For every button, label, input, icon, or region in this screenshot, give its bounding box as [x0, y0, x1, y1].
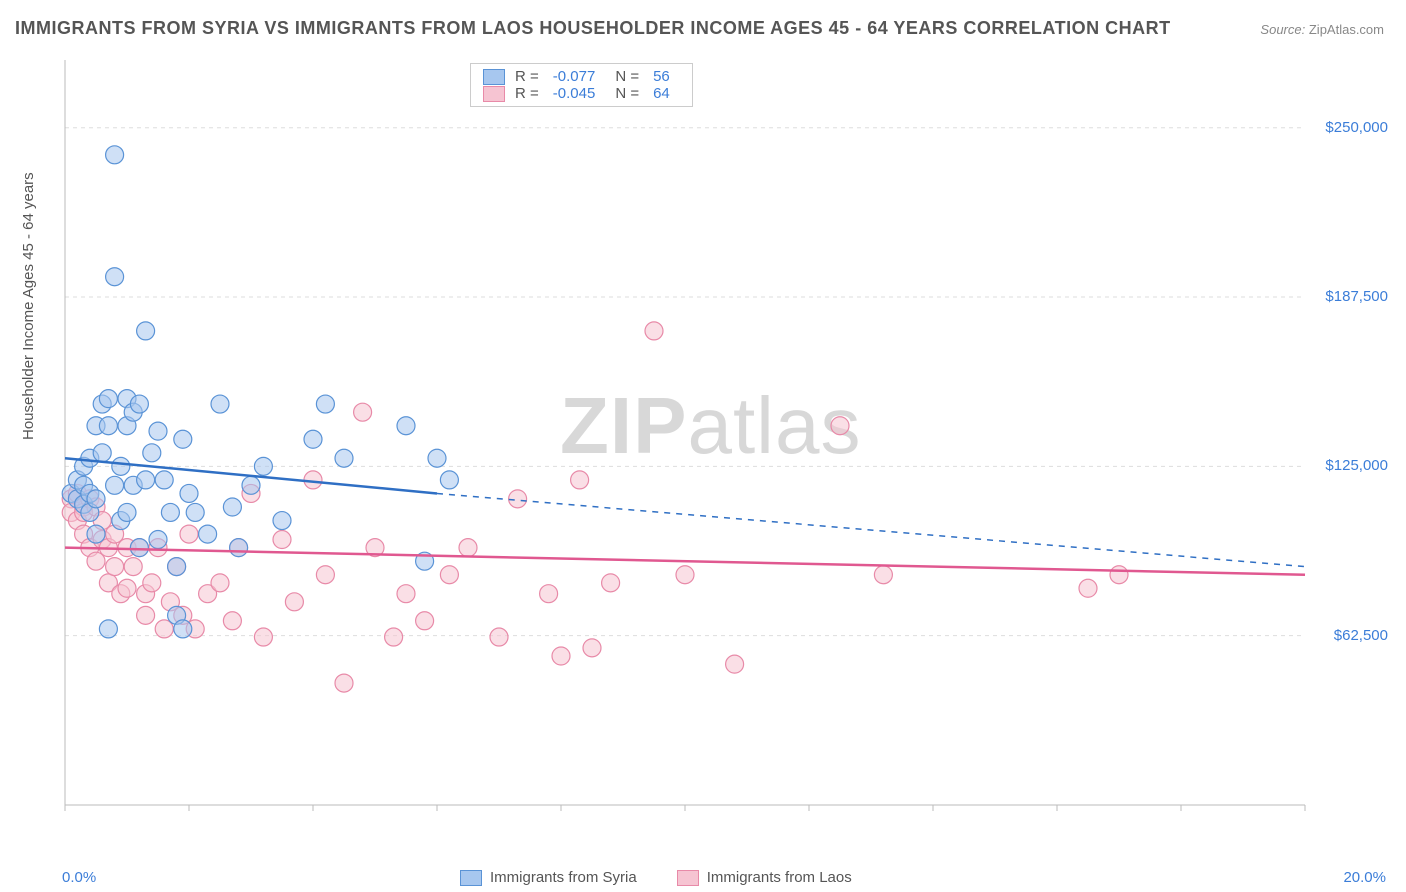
n-value-syria: 56 [653, 68, 670, 85]
swatch-laos [677, 870, 699, 886]
n-label: N = [615, 85, 639, 102]
swatch-syria [460, 870, 482, 886]
source-attribution: Source: ZipAtlas.com [1260, 22, 1384, 37]
r-value-laos: -0.045 [553, 85, 596, 102]
r-value-syria: -0.077 [553, 68, 596, 85]
n-value-laos: 64 [653, 85, 670, 102]
correlation-legend: R = -0.077 N = 56 R = -0.045 N = 64 [470, 63, 693, 107]
y-tick-label: $187,500 [1325, 288, 1388, 305]
swatch-syria [483, 69, 505, 85]
legend-label-laos: Immigrants from Laos [707, 869, 852, 886]
chart-plot-area [55, 55, 1385, 845]
x-tick-max: 20.0% [1343, 869, 1386, 886]
n-label: N = [615, 68, 639, 85]
scatter-svg [55, 55, 1385, 845]
legend-label-syria: Immigrants from Syria [490, 869, 637, 886]
r-label: R = [515, 68, 539, 85]
x-tick-min: 0.0% [62, 869, 96, 886]
r-label: R = [515, 85, 539, 102]
y-tick-label: $250,000 [1325, 119, 1388, 136]
source-label: Source: [1260, 22, 1305, 37]
y-tick-label: $125,000 [1325, 457, 1388, 474]
legend-item-syria: Immigrants from Syria [460, 869, 637, 886]
series-legend: Immigrants from Syria Immigrants from La… [460, 869, 852, 886]
legend-item-laos: Immigrants from Laos [677, 869, 852, 886]
legend-row-laos: R = -0.045 N = 64 [483, 85, 680, 102]
y-axis-label: Householder Income Ages 45 - 64 years [20, 172, 37, 440]
y-tick-label: $62,500 [1334, 627, 1388, 644]
legend-row-syria: R = -0.077 N = 56 [483, 68, 680, 85]
swatch-laos [483, 86, 505, 102]
chart-title: IMMIGRANTS FROM SYRIA VS IMMIGRANTS FROM… [15, 18, 1171, 39]
source-value: ZipAtlas.com [1309, 22, 1384, 37]
